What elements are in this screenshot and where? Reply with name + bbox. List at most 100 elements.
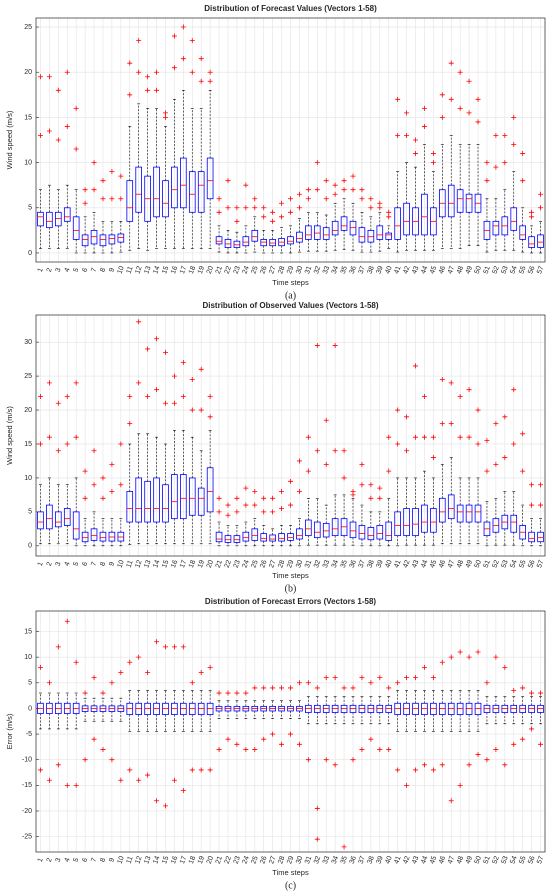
box	[251, 229, 259, 242]
outlier	[216, 690, 222, 696]
box	[528, 236, 535, 248]
outlier	[520, 468, 526, 474]
outlier	[359, 461, 365, 467]
outlier	[502, 414, 508, 420]
box	[367, 704, 375, 713]
outlier	[296, 205, 302, 211]
outlier	[46, 434, 52, 440]
x-tick-label: 14	[152, 559, 161, 569]
outlier	[421, 393, 427, 399]
box	[465, 193, 473, 213]
outlier	[529, 482, 535, 488]
outlier	[252, 685, 258, 691]
box	[305, 704, 312, 713]
box	[180, 474, 187, 520]
x-tick-label: 16	[170, 855, 179, 865]
y-tick-label: 10	[24, 159, 32, 166]
outlier	[368, 736, 374, 742]
outlier	[234, 218, 240, 224]
outlier	[484, 757, 490, 763]
outlier	[46, 128, 52, 134]
box	[242, 531, 250, 542]
x-tick-label: 29	[286, 265, 295, 275]
x-tick-label: 19	[197, 265, 206, 275]
caption: (a)	[285, 290, 296, 301]
outlier	[64, 441, 70, 447]
box	[108, 234, 116, 245]
x-tick-label: 24	[242, 265, 251, 275]
x-tick-label: 1	[37, 857, 45, 863]
outlier	[180, 644, 186, 650]
outlier	[386, 468, 392, 474]
outlier	[288, 685, 293, 691]
box	[421, 504, 428, 533]
outlier	[332, 182, 338, 188]
x-tick-label: 23	[233, 855, 242, 865]
outlier	[154, 336, 160, 342]
outlier	[279, 489, 285, 495]
x-tick-label: 56	[527, 855, 536, 865]
x-tick-label: 51	[483, 559, 492, 569]
box	[439, 702, 446, 715]
box	[162, 180, 169, 218]
axes-frame	[35, 17, 546, 263]
x-axis-label: Time steps	[272, 278, 309, 287]
outlier	[216, 509, 222, 515]
outlier	[145, 670, 151, 676]
outlier	[350, 757, 356, 763]
outlier	[91, 675, 97, 681]
outlier	[82, 200, 88, 206]
outlier	[171, 373, 177, 379]
outlier	[448, 380, 454, 386]
y-tick-label: 20	[24, 407, 32, 414]
box	[46, 211, 53, 229]
x-tick-label: 55	[518, 855, 527, 865]
outlier	[109, 489, 115, 495]
x-tick-label: 15	[161, 855, 170, 865]
x-tick-label: 39	[375, 265, 384, 275]
outlier	[109, 461, 115, 467]
outlier	[109, 757, 115, 763]
outlier	[100, 746, 106, 752]
x-tick-label: 39	[375, 855, 384, 865]
x-tick-label: 11	[126, 265, 135, 274]
x-tick-label: 40	[384, 265, 393, 275]
outlier	[395, 407, 401, 413]
y-tick-label: 0	[28, 250, 32, 257]
outlier	[46, 680, 52, 686]
outlier	[154, 87, 160, 93]
x-tick-label: 25	[250, 265, 259, 275]
outlier	[82, 495, 88, 501]
y-tick-label: -20	[22, 808, 32, 815]
box	[403, 202, 410, 236]
outlier	[368, 680, 374, 686]
y-tick-label: 10	[24, 654, 32, 661]
x-tick-label: 47	[447, 265, 456, 275]
outlier	[270, 209, 276, 215]
box	[144, 480, 151, 523]
outlier	[475, 752, 481, 758]
outlier	[341, 187, 347, 193]
outlier	[475, 96, 481, 102]
outlier	[64, 69, 70, 75]
box	[537, 531, 544, 543]
outlier	[171, 65, 177, 71]
outlier	[314, 448, 320, 454]
outlier	[493, 164, 499, 170]
outlier	[421, 664, 427, 670]
outlier	[475, 407, 481, 413]
outlier	[252, 196, 258, 202]
outlier	[118, 777, 124, 783]
box	[260, 239, 268, 247]
x-tick-label: 7	[90, 857, 98, 863]
outlier	[413, 434, 419, 440]
outlier	[82, 690, 88, 696]
box	[162, 484, 169, 523]
x-tick-label: 46	[438, 265, 447, 275]
outlier	[538, 502, 544, 508]
outlier	[395, 680, 401, 686]
x-tick-label: 14	[152, 855, 161, 865]
outlier	[207, 69, 213, 75]
outlier	[136, 319, 142, 325]
